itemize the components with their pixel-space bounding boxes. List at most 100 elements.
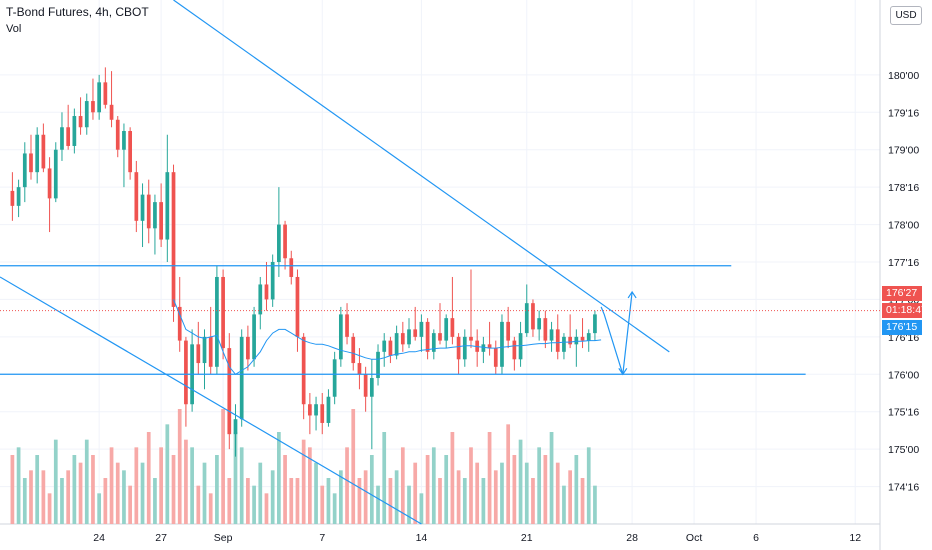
candle-body — [35, 134, 40, 173]
volume-bar — [258, 462, 263, 524]
volume-bar — [407, 485, 411, 524]
candle-body — [431, 333, 436, 352]
candle-body — [233, 419, 238, 435]
volume-bar — [444, 455, 449, 524]
candle-body — [295, 276, 300, 337]
volume-bar — [487, 432, 492, 524]
volume-bar — [53, 439, 58, 524]
candle-body — [184, 340, 188, 405]
volume-bar — [122, 470, 126, 524]
trend-line — [0, 276, 422, 525]
candle-body — [400, 333, 405, 345]
volume-bar — [140, 462, 145, 524]
volume-bar — [78, 462, 83, 524]
volume-bar — [518, 439, 523, 524]
y-tick-label: 179'00 — [888, 145, 919, 157]
volume-bar — [438, 478, 442, 524]
countdown-tag: 01:18:47 — [882, 303, 927, 318]
candle-body — [506, 321, 511, 341]
volume-bar — [357, 478, 362, 524]
volume-bar — [29, 470, 33, 524]
y-tick-label: 175'16 — [888, 407, 919, 419]
volume-bar — [146, 432, 151, 524]
candle-body — [493, 348, 498, 367]
candle-body — [128, 131, 132, 173]
candle-body — [345, 314, 349, 337]
volume-bar — [382, 432, 387, 524]
candle-body — [376, 351, 380, 379]
trend-line — [173, 0, 670, 353]
volume-bar — [593, 485, 597, 524]
candle-body — [134, 172, 139, 221]
moving-average-line — [173, 299, 602, 375]
candle-body — [487, 344, 492, 349]
arrow-head — [618, 367, 628, 376]
candle-body — [171, 172, 176, 307]
volume-bar — [103, 478, 108, 524]
volume-bar — [351, 409, 356, 524]
candle-body — [264, 284, 269, 300]
volume-bar — [555, 462, 560, 524]
volume-bar — [91, 455, 95, 524]
y-tick-label: 180'00 — [888, 70, 919, 82]
volume-bar — [524, 462, 529, 524]
volume-bar — [295, 478, 300, 524]
volume-bar — [128, 485, 132, 524]
candle-body — [351, 336, 356, 364]
volume-bar — [419, 493, 424, 524]
x-tick-label: 6 — [753, 532, 759, 544]
candle-body — [165, 172, 170, 240]
candle-body — [41, 134, 46, 169]
candle-body — [283, 224, 287, 259]
volume-bar — [531, 478, 535, 524]
volume-bar — [549, 432, 554, 524]
y-tick-label: 175'00 — [888, 444, 919, 456]
volume-bar — [115, 462, 120, 524]
candle-body — [109, 104, 114, 120]
candle-body — [369, 378, 374, 397]
volume-bar — [462, 478, 467, 524]
volume-bar — [227, 478, 232, 524]
candle-body — [524, 303, 529, 334]
volume-bar — [41, 470, 46, 524]
volume-bar — [289, 478, 294, 524]
volume-bar — [394, 470, 399, 524]
volume-bar — [450, 432, 455, 524]
y-tick-label: 177'16 — [888, 257, 919, 269]
candle-body — [512, 340, 517, 360]
x-tick-label: 27 — [155, 532, 167, 544]
candle-body — [258, 284, 263, 315]
candle-body — [78, 116, 83, 128]
candle-body — [413, 329, 418, 337]
volume-bar — [270, 470, 275, 524]
volume-bar — [22, 478, 27, 524]
candle-body — [122, 131, 126, 150]
candle-body — [252, 314, 256, 360]
projection-arrow — [600, 291, 633, 375]
volume-bar — [134, 447, 139, 524]
volume-bar — [475, 462, 480, 524]
candle-body — [438, 333, 442, 341]
y-tick-label: 178'00 — [888, 220, 919, 232]
candle-body — [314, 404, 318, 416]
currency-button[interactable]: USD — [890, 6, 922, 25]
candle-body — [10, 190, 15, 206]
candle-body — [462, 336, 467, 360]
volume-bar — [500, 462, 504, 524]
volume-bar — [363, 470, 368, 524]
volume-bar — [326, 478, 331, 524]
volume-bar — [208, 493, 213, 524]
candle-body — [60, 127, 64, 150]
y-tick-label: 179'16 — [888, 107, 919, 119]
candle-body — [22, 153, 27, 188]
chart-title: T-Bond Futures, 4h, CBOT — [6, 5, 149, 19]
y-tick-label: 174'16 — [888, 482, 919, 494]
y-tick-label: 178'16 — [888, 182, 919, 194]
volume-bar — [506, 424, 511, 524]
candle-body — [568, 336, 572, 345]
candle-body — [301, 336, 306, 405]
volume-bar — [215, 455, 219, 524]
volume-bar — [314, 462, 318, 524]
volume-bar — [177, 409, 182, 524]
